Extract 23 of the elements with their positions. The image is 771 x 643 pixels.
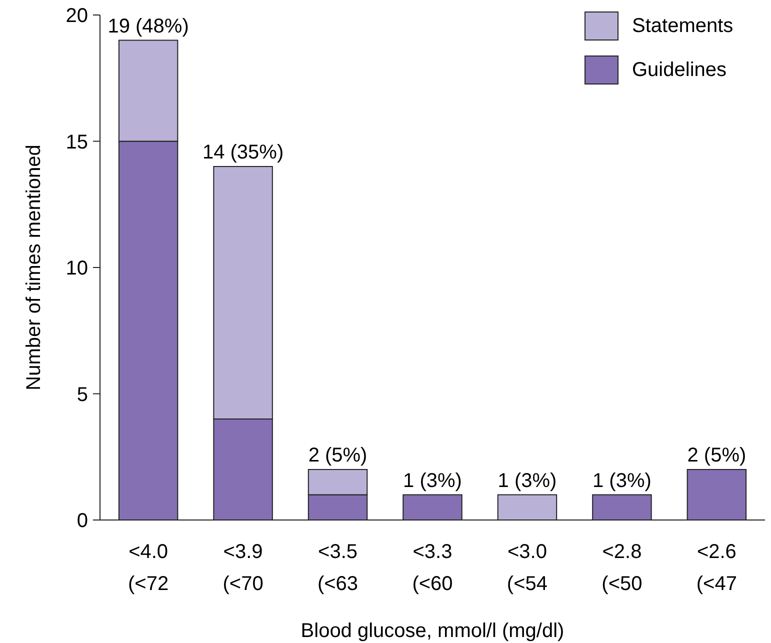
y-tick-label: 10 — [66, 258, 88, 280]
total-label: 1 (3%) — [403, 470, 462, 492]
x-tick-label: <3.3 (<60 — [412, 541, 453, 595]
total-label: 2 (5%) — [308, 444, 368, 466]
x-tick-label: <3.9 (<70 — [222, 541, 264, 595]
total-label: 1 (3%) — [498, 470, 557, 492]
total-label: 14 (35%) — [202, 142, 284, 164]
x-tick-label: <2.6 (<47 — [696, 541, 737, 595]
y-tick-label: 0 — [76, 510, 88, 532]
x-tick-label: <3.0 (<54 — [506, 541, 548, 595]
x-tick-label: <2.8 (<50 — [602, 541, 642, 595]
y-axis-title: Number of times mentioned — [23, 144, 45, 390]
x-tick-label: <4.0 (<72 — [128, 541, 169, 595]
y-tick-label: 20 — [66, 5, 88, 27]
y-tick-label: 15 — [66, 131, 88, 154]
total-label: 2 (5%) — [687, 444, 746, 466]
legend-label: Guidelines — [632, 59, 727, 81]
total-label: 19 (48%) — [108, 15, 189, 38]
total-label: 1 (3%) — [592, 470, 652, 492]
y-tick-label: 5 — [76, 384, 88, 406]
legend-label: Statements — [632, 15, 734, 37]
x-axis-title: Blood glucose, mmol/l (mg/dl) — [300, 620, 564, 642]
x-tick-label: <3.5 (<63 — [317, 541, 358, 595]
